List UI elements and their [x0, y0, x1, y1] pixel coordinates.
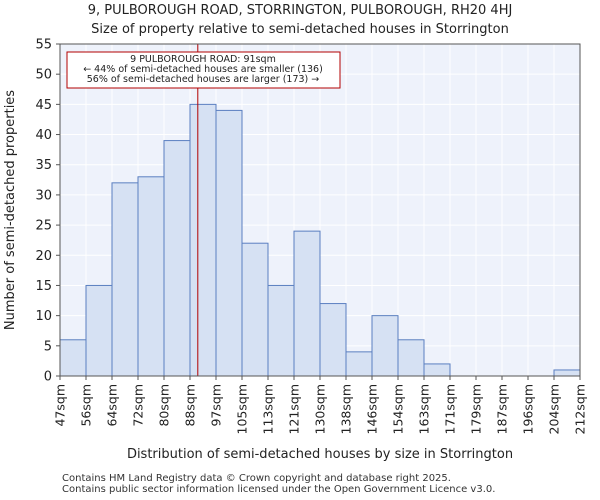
histogram-bar — [241, 242, 269, 377]
x-tick-label: 121sqm — [287, 384, 302, 434]
x-tick-label: 163sqm — [417, 384, 432, 434]
histogram-bar — [85, 284, 113, 377]
x-tick-label: 56sqm — [79, 384, 94, 427]
annotation-box-frame — [66, 51, 341, 89]
x-tick-label: 212sqm — [573, 384, 588, 434]
x-tick-label: 97sqm — [209, 384, 224, 427]
footer-licence: Contains public sector information licen… — [62, 484, 496, 495]
histogram-bar — [345, 351, 373, 377]
y-tick-label: 20 — [35, 249, 52, 264]
annotation-box: 9 PULBOROUGH ROAD: 91sqm ← 44% of semi-d… — [66, 51, 341, 89]
x-tick-label: 105sqm — [235, 384, 250, 434]
y-tick-label: 5 — [44, 339, 52, 354]
y-tick-label: 25 — [35, 219, 52, 234]
y-axis-label: Number of semi-detached properties — [3, 90, 18, 330]
histogram-bar — [371, 315, 399, 377]
histogram-bar — [397, 339, 425, 377]
y-tick-label: 35 — [35, 158, 52, 173]
chart-title-line1: 9, PULBOROUGH ROAD, STORRINGTON, PULBORO… — [87, 3, 513, 18]
histogram-bar — [553, 369, 581, 377]
y-tick-label: 0 — [44, 370, 52, 385]
y-tick-label: 30 — [35, 188, 52, 203]
histogram-bar — [189, 103, 217, 377]
x-tick-label: 171sqm — [443, 384, 458, 434]
histogram-bar — [111, 182, 139, 377]
footer-copyright: Contains HM Land Registry data © Crown c… — [62, 473, 451, 484]
x-tick-label: 130sqm — [313, 384, 328, 434]
y-tick-label: 55 — [35, 38, 52, 53]
x-tick-label: 204sqm — [547, 384, 562, 434]
histogram-bar — [59, 339, 87, 377]
x-tick-label: 47sqm — [53, 384, 68, 427]
histogram-bar — [163, 140, 191, 377]
x-tick-label: 138sqm — [339, 384, 354, 434]
x-tick-label: 72sqm — [131, 384, 146, 427]
x-tick-label: 196sqm — [521, 384, 536, 434]
annotation-line1: 9 PULBOROUGH ROAD: 91sqm — [130, 54, 276, 65]
annotation-line3: 56% of semi-detached houses are larger (… — [87, 74, 320, 85]
histogram-bar — [137, 176, 165, 377]
bars — [59, 103, 581, 377]
annotation-line2: ← 44% of semi-detached houses are smalle… — [83, 64, 323, 75]
chart-title-line2: Size of property relative to semi-detach… — [91, 22, 509, 37]
y-tick-label: 40 — [35, 128, 52, 143]
histogram-bar — [319, 303, 347, 377]
y-tick-label: 15 — [35, 279, 52, 294]
y-tick-label: 50 — [35, 68, 52, 83]
x-tick-label: 146sqm — [365, 384, 380, 434]
x-tick-label: 80sqm — [157, 384, 172, 427]
histogram-bar — [267, 284, 295, 377]
y-tick-label: 10 — [35, 309, 52, 324]
x-tick-label: 64sqm — [105, 384, 120, 427]
x-tick-label: 154sqm — [391, 384, 406, 434]
x-tick-label: 88sqm — [183, 384, 198, 427]
histogram-bar — [293, 230, 321, 377]
x-axis-label: Distribution of semi-detached houses by … — [127, 447, 513, 462]
histogram-bar — [423, 363, 451, 377]
y-tick-label: 45 — [35, 98, 52, 113]
axes: 0 5 10 15 20 25 30 35 40 45 50 55 47sqm 56sqm 64sqm 72s… — [35, 38, 587, 435]
x-tick-label: 113sqm — [261, 384, 276, 434]
x-tick-label: 179sqm — [469, 384, 484, 434]
x-tick-label: 187sqm — [495, 384, 510, 434]
histogram-bar — [215, 109, 243, 377]
